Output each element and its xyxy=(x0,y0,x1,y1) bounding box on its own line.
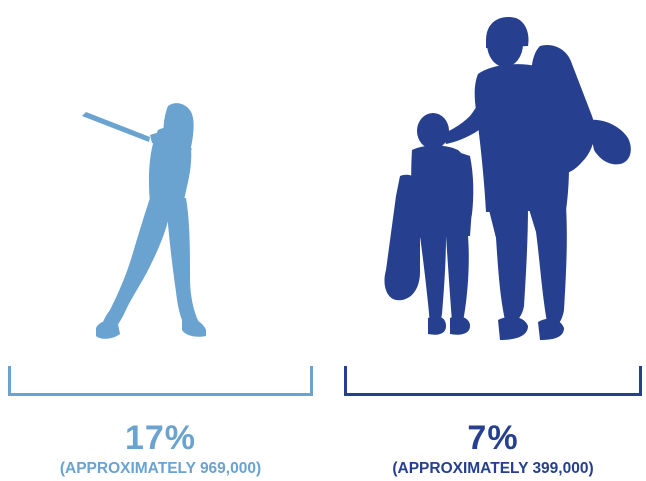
left-stat: 17% (APPROXIMATELY 969,000) xyxy=(8,420,313,480)
left-bracket xyxy=(8,366,313,396)
right-bracket xyxy=(344,366,642,396)
father-and-son-golfers-silhouette-icon xyxy=(384,16,631,340)
woman-golfer-silhouette-icon xyxy=(82,103,206,339)
right-approximate-count: (APPROXIMATELY 399,000) xyxy=(392,460,594,477)
right-percent: 7% xyxy=(467,419,519,457)
right-stat: 7% (APPROXIMATELY 399,000) xyxy=(344,420,642,480)
left-approximate-count: (APPROXIMATELY 969,000) xyxy=(59,460,262,477)
left-percent: 17% xyxy=(124,419,197,457)
